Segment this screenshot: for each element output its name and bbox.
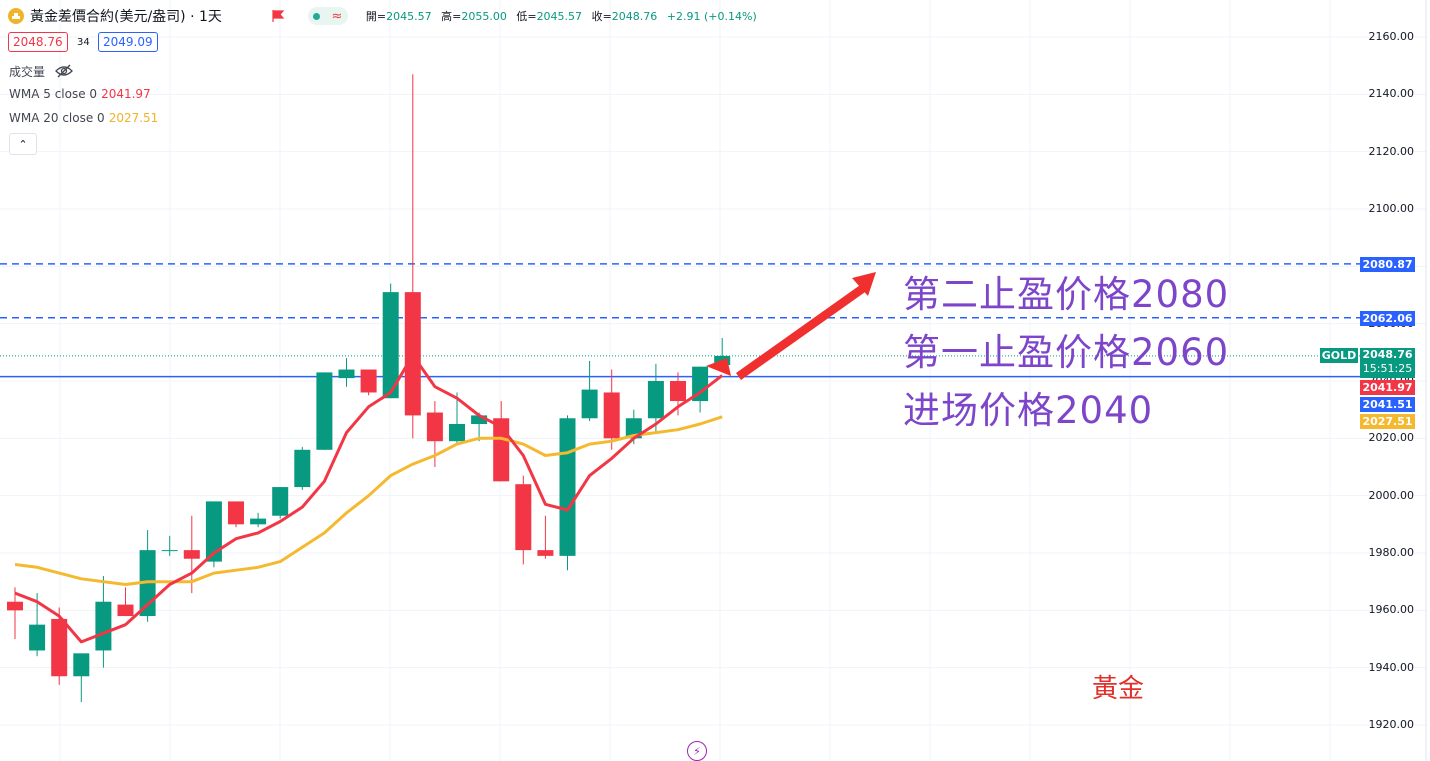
- axis-tick-label: 2000.00: [1368, 488, 1415, 502]
- candle-body: [559, 418, 576, 556]
- hidden-eye-icon[interactable]: [54, 64, 73, 78]
- arrow-head-up: [852, 272, 876, 296]
- arrow-shaft: [736, 283, 868, 380]
- candle-body: [161, 550, 178, 552]
- candle-body: [581, 389, 598, 419]
- symbol-title[interactable]: 黃金差價合約(美元/盎司) · 1天: [30, 9, 222, 25]
- candle-body: [117, 604, 134, 617]
- market-open-dot: [313, 12, 321, 20]
- candle-body: [647, 381, 664, 419]
- price-levels: [0, 263, 1360, 378]
- candle-body: [537, 550, 554, 556]
- candle-body: [360, 369, 377, 393]
- candle-body: [625, 418, 642, 439]
- change-value: +2.91 (+0.14%): [666, 10, 757, 23]
- arrow-head-left: [706, 358, 731, 376]
- tag-tp1: 2062.06: [1360, 311, 1415, 326]
- tag-last-price: 2048.76 15:51:25: [1360, 348, 1415, 378]
- tag-tp2: 2080.87: [1360, 257, 1415, 272]
- candle-body: [316, 372, 333, 450]
- candle-body: [73, 653, 90, 677]
- candle-body: [449, 424, 465, 442]
- candle-body: [95, 601, 112, 651]
- wma20-label: WMA 20 close 0: [9, 111, 105, 125]
- candle-body: [205, 501, 222, 562]
- lightning-icon[interactable]: ⚡: [687, 741, 707, 761]
- candle-body: [515, 484, 532, 551]
- candle-body: [426, 412, 443, 442]
- tag-entry: 2041.51: [1360, 397, 1415, 412]
- candle-body: [603, 392, 620, 439]
- wma20-legend[interactable]: WMA 20 close 0 2027.51: [9, 111, 158, 125]
- axis-tick-label: 2020.00: [1368, 431, 1415, 445]
- candle-bodies: [7, 292, 731, 677]
- market-status-pill[interactable]: ≈: [307, 7, 348, 25]
- sell-button[interactable]: 2048.76: [8, 32, 68, 52]
- candle-body: [471, 415, 488, 424]
- target-arrow: [706, 272, 876, 380]
- annotation-tp1: 第一止盈价格2060: [903, 331, 1230, 374]
- axis-tick-label: 2160.00: [1368, 30, 1415, 43]
- candle-body: [272, 487, 289, 516]
- tag-wma5: 2041.97: [1360, 380, 1415, 395]
- axis-tick-label: 1920.00: [1368, 718, 1415, 731]
- buy-button[interactable]: 2049.09: [98, 32, 158, 52]
- collapse-legend-button[interactable]: ⌃: [9, 133, 37, 155]
- candle-body: [250, 518, 267, 525]
- wma5-value: 2041.97: [101, 87, 151, 101]
- axis-tick-label: 2140.00: [1368, 87, 1415, 101]
- candle-body: [7, 601, 23, 611]
- chart-header: 黃金差價合約(美元/盎司) · 1天 ≈ 開=2045.57 高=2055.00…: [8, 6, 757, 26]
- spread-value: 34: [77, 36, 90, 48]
- tag-symbol: GOLD: [1320, 348, 1358, 363]
- axis-tick-label: 2120.00: [1368, 144, 1415, 158]
- wma5-legend[interactable]: WMA 5 close 0 2041.97: [9, 87, 151, 101]
- axis-tick-label: 1980.00: [1368, 546, 1415, 559]
- wave-icon: ≈: [331, 8, 343, 24]
- candle-body: [29, 624, 46, 651]
- candle-body: [692, 366, 709, 402]
- volume-label: 成交量: [9, 65, 46, 79]
- wma20-line: [14, 415, 723, 586]
- wma20-value: 2027.51: [108, 111, 159, 125]
- axis-tick-label: 1960.00: [1368, 603, 1415, 617]
- moving-average-lines: [14, 353, 724, 644]
- wma5-line: [14, 353, 724, 644]
- gold-coin-icon: [8, 8, 24, 24]
- candle-body: [294, 449, 311, 488]
- flag-icon[interactable]: [270, 9, 286, 23]
- ohlc-values: 開=2045.57 高=2055.00 低=2045.57 收=2048.76 …: [365, 10, 757, 23]
- axis-tick-label: 2100.00: [1368, 202, 1415, 215]
- wma5-label: WMA 5 close 0: [9, 87, 98, 101]
- annotation-tp2: 第二止盈价格2080: [903, 273, 1230, 316]
- candle-body: [51, 618, 68, 677]
- candle-body: [183, 550, 200, 559]
- volume-legend[interactable]: 成交量: [9, 63, 73, 80]
- candle-body: [382, 292, 399, 399]
- tag-wma20: 2027.51: [1360, 414, 1415, 429]
- axis-tick-label: 1940.00: [1368, 660, 1415, 674]
- annotation-entry: 进场价格2040: [903, 389, 1154, 432]
- candle-body: [338, 369, 355, 379]
- gold-watermark: 黃金: [1092, 674, 1145, 704]
- candle-body: [670, 381, 686, 402]
- candle-body: [228, 501, 244, 525]
